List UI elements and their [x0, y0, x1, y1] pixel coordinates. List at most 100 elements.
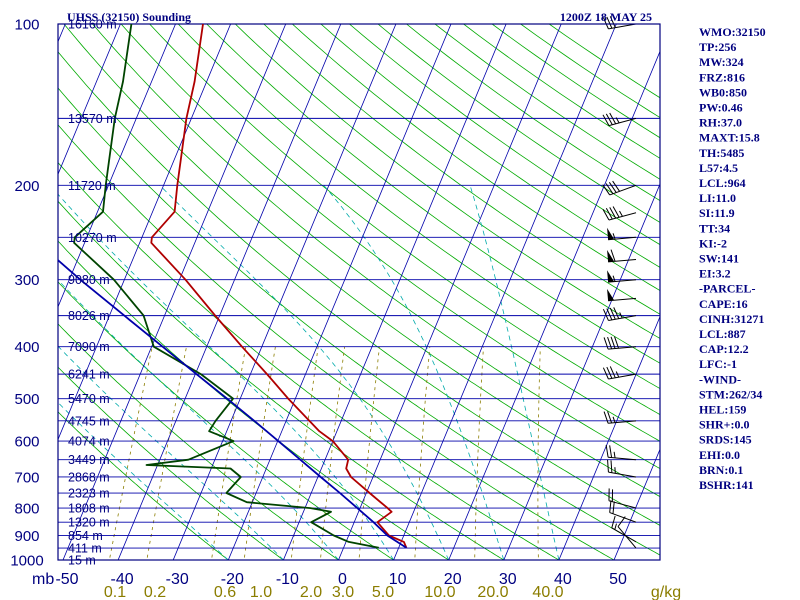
wind-barb-pennant: [607, 270, 615, 283]
wind-barb: [602, 16, 637, 30]
height-label: 8026 m: [68, 309, 110, 323]
pressure-tick-label: 1000: [10, 553, 43, 570]
dry-adiabat: [320, 24, 660, 268]
wind-barb-flag: [607, 336, 613, 350]
wind-barb: [605, 444, 637, 461]
sounding-index: WB0:850: [699, 85, 747, 99]
wind-barb: [602, 366, 637, 380]
wind-barbs: [602, 16, 637, 549]
mixing-ratio-label: 0.2: [144, 584, 166, 600]
sounding-index: L57:4.5: [699, 161, 738, 175]
isotherm: [172, 24, 397, 560]
wind-barb: [607, 227, 637, 241]
mixing-ratio-label: 2.0: [300, 584, 322, 600]
temperature-tick-label: 0: [338, 571, 347, 588]
wind-barb-flag: [605, 183, 614, 195]
height-label: 2323 m: [68, 487, 110, 501]
dry-adiabat: [120, 24, 660, 442]
wind-barb: [602, 307, 637, 321]
height-label: 11720 m: [68, 179, 116, 193]
sounding-index: LFC:-1: [699, 357, 737, 371]
wind-barb-flag: [602, 114, 610, 126]
sounding-index: EHI:0.0: [699, 448, 740, 462]
wind-barb-staff: [608, 258, 637, 263]
mixing-ratio-line: [290, 346, 319, 560]
wind-barb-half-flag: [615, 371, 620, 378]
wind-barb: [617, 516, 637, 549]
wind-barb-flag: [603, 411, 609, 424]
height-label: 7090 m: [68, 340, 110, 354]
height-label: 9080 m: [68, 273, 110, 287]
wind-barb: [602, 180, 637, 196]
height-label: 3449 m: [68, 453, 110, 467]
moist-adiabat: [159, 185, 450, 560]
isotherm: [448, 50, 660, 560]
wind-barb-half-flag: [619, 312, 623, 319]
wind-barb-pennant: [607, 227, 615, 240]
wind-barb: [608, 488, 637, 509]
isotherm: [393, 24, 617, 560]
dry-adiabat: [234, 24, 660, 339]
dry-adiabat: [348, 24, 660, 246]
isotherm: [227, 24, 452, 560]
dry-adiabat: [520, 24, 660, 119]
dry-adiabat: [92, 24, 660, 470]
dry-adiabat: [58, 161, 560, 560]
mixing-ratio-label: 3.0: [332, 584, 354, 600]
wind-barb-staff: [608, 346, 637, 350]
wind-barb-half-flag: [612, 416, 616, 423]
sounding-index: -WIND-: [699, 372, 741, 386]
wind-barb-half-flag: [612, 233, 616, 240]
wind-barb-staff: [608, 315, 637, 321]
mixing-ratio-line: [108, 346, 153, 560]
temperature-tick-label: -50: [55, 571, 78, 588]
wind-barb-staff: [617, 526, 637, 549]
wind-barb-flag: [614, 336, 620, 349]
mixing-ratio-label: 10.0: [424, 584, 455, 600]
dry-adiabat: [63, 24, 660, 498]
temperature-tick-label: 20: [444, 571, 462, 588]
sounding-index: CAP:12.2: [699, 342, 749, 356]
temperature-tick-label: 50: [609, 571, 627, 588]
wind-barb-flag: [607, 459, 609, 473]
isotherm: [62, 24, 287, 560]
wind-barb-flag: [602, 17, 609, 30]
wind-barb-flag: [609, 112, 617, 125]
temperature-tick-label: -10: [276, 571, 299, 588]
sounding-traces: [58, 24, 408, 549]
wind-barb-staff: [608, 117, 637, 127]
mixing-ratio-label: 1.0: [250, 584, 272, 600]
height-label: 1320 m: [68, 516, 110, 530]
height-label: 5470 m: [68, 392, 110, 406]
pressure-tick-label: 700: [14, 469, 39, 486]
height-label: 4745 m: [68, 414, 110, 428]
wind-barb: [602, 206, 637, 221]
wind-barb-flag: [609, 500, 612, 513]
pressure-tick-label: 200: [14, 178, 39, 195]
isotherm: [0, 12, 15, 571]
dry-adiabat: [58, 51, 660, 526]
dry-adiabat: [58, 411, 229, 560]
sounding-index: HEL:159: [699, 403, 746, 417]
wind-barb-flag: [605, 208, 613, 220]
wind-barb-staff: [609, 184, 637, 196]
sounding-index: MAXT:15.8: [699, 131, 760, 145]
wind-barb-flag: [617, 516, 626, 527]
wind-barb-flag: [602, 308, 609, 321]
temperature-tick-label: 40: [554, 571, 572, 588]
height-label: 6241 m: [68, 368, 110, 382]
wind-barb-flag: [609, 207, 617, 219]
pressure-tick-label: 100: [14, 17, 39, 34]
sounding-index: STM:262/34: [699, 387, 762, 401]
wind-barb-half-flag: [619, 210, 623, 217]
sounding-index: -PARCEL-: [699, 282, 755, 296]
sounding-index: MW:324: [699, 55, 744, 69]
wind-barb-flag: [606, 308, 613, 321]
wind-barb-staff: [608, 297, 637, 302]
wind-barb-staff: [608, 236, 637, 241]
sounding-index: CAPE:16: [699, 297, 748, 311]
wind-barb-pennant: [607, 288, 615, 301]
wind-barb: [603, 411, 637, 424]
